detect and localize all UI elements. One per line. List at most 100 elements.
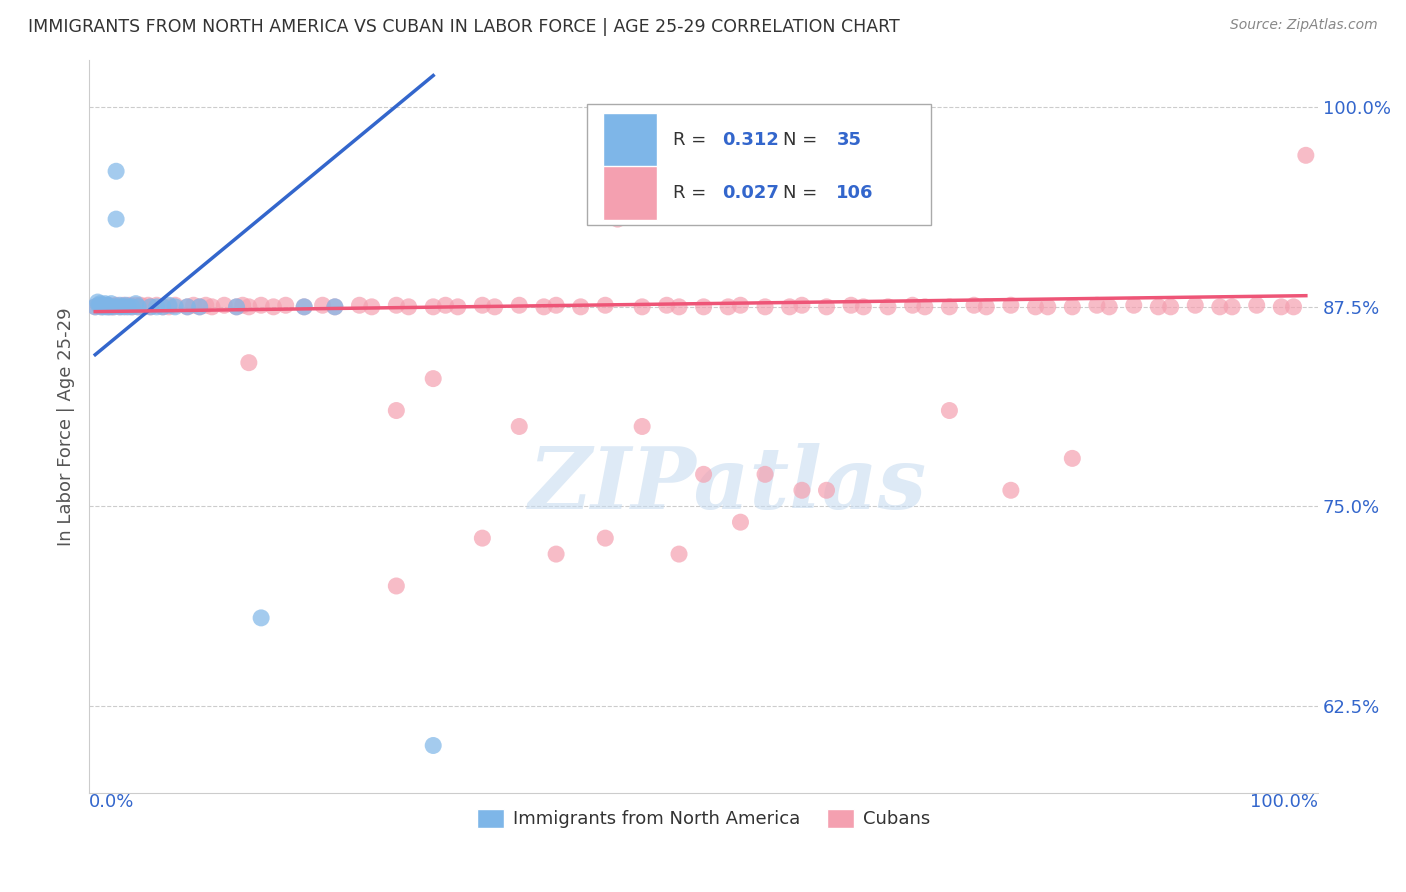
Point [730, 298, 752, 312]
Point [274, 298, 297, 312]
Point [815, 300, 838, 314]
Point [1160, 300, 1182, 314]
Point [385, 403, 408, 417]
Text: N =: N = [783, 131, 824, 149]
Text: R =: R = [673, 185, 711, 202]
Point [105, 212, 128, 227]
FancyBboxPatch shape [603, 112, 657, 167]
Point [127, 300, 149, 314]
Point [668, 547, 690, 561]
Point [360, 300, 382, 314]
Point [100, 300, 122, 314]
Point [546, 298, 568, 312]
Point [118, 298, 141, 312]
Point [655, 298, 678, 312]
Point [292, 300, 315, 314]
Text: 35: 35 [837, 131, 862, 149]
Point [730, 515, 752, 529]
Text: 100.0%: 100.0% [1250, 793, 1319, 812]
Point [121, 300, 143, 314]
FancyBboxPatch shape [603, 166, 657, 220]
Point [112, 300, 135, 314]
Point [631, 300, 654, 314]
Point [963, 298, 986, 312]
Point [1062, 451, 1084, 466]
Point [877, 300, 900, 314]
Point [508, 298, 530, 312]
Text: IMMIGRANTS FROM NORTH AMERICA VS CUBAN IN LABOR FORCE | AGE 25-29 CORRELATION CH: IMMIGRANTS FROM NORTH AMERICA VS CUBAN I… [28, 18, 900, 36]
Point [1000, 483, 1022, 498]
Point [1036, 300, 1059, 314]
Point [1246, 298, 1268, 312]
Point [508, 419, 530, 434]
Text: N =: N = [783, 185, 824, 202]
Legend: Immigrants from North America, Cubans: Immigrants from North America, Cubans [470, 802, 938, 836]
Point [188, 300, 211, 314]
Point [914, 300, 936, 314]
Text: Source: ZipAtlas.com: Source: ZipAtlas.com [1230, 18, 1378, 32]
Point [292, 300, 315, 314]
Point [533, 300, 555, 314]
Point [105, 298, 128, 312]
Point [569, 300, 592, 314]
Point [323, 300, 346, 314]
Text: 0.0%: 0.0% [89, 793, 135, 812]
Point [183, 298, 205, 312]
Point [779, 300, 801, 314]
Point [105, 164, 128, 178]
Point [790, 483, 813, 498]
Point [115, 300, 138, 314]
Point [385, 298, 408, 312]
Point [103, 300, 125, 314]
Point [129, 298, 152, 312]
Point [434, 298, 457, 312]
Point [938, 300, 960, 314]
Point [1209, 300, 1232, 314]
Point [593, 298, 616, 312]
Point [1000, 298, 1022, 312]
Point [157, 300, 180, 314]
Text: ZIPatlas: ZIPatlas [529, 443, 927, 527]
Point [97, 298, 120, 312]
Point [93, 300, 115, 314]
Point [96, 300, 118, 314]
Point [974, 300, 997, 314]
Point [134, 300, 156, 314]
Point [1147, 300, 1170, 314]
Point [87, 298, 110, 312]
Point [422, 739, 444, 753]
Point [145, 300, 167, 314]
Point [398, 300, 420, 314]
Point [323, 300, 346, 314]
Point [754, 467, 776, 482]
Point [100, 296, 122, 310]
Point [87, 298, 110, 312]
Point [1184, 298, 1206, 312]
FancyBboxPatch shape [586, 103, 931, 225]
Point [96, 300, 118, 314]
Point [201, 300, 224, 314]
Point [484, 300, 506, 314]
Point [225, 300, 247, 314]
Point [938, 403, 960, 417]
Point [112, 298, 135, 312]
Point [668, 300, 690, 314]
Point [117, 300, 139, 314]
Point [139, 300, 162, 314]
Point [447, 300, 470, 314]
Point [422, 371, 444, 385]
Point [108, 300, 131, 314]
Point [901, 298, 924, 312]
Point [94, 296, 117, 310]
Text: 0.312: 0.312 [723, 131, 779, 149]
Point [717, 300, 740, 314]
Point [98, 300, 121, 314]
Point [125, 296, 148, 310]
Point [176, 300, 198, 314]
Point [127, 300, 149, 314]
Point [631, 419, 654, 434]
Point [84, 300, 107, 314]
Point [238, 300, 260, 314]
Point [250, 611, 273, 625]
Point [1220, 300, 1243, 314]
